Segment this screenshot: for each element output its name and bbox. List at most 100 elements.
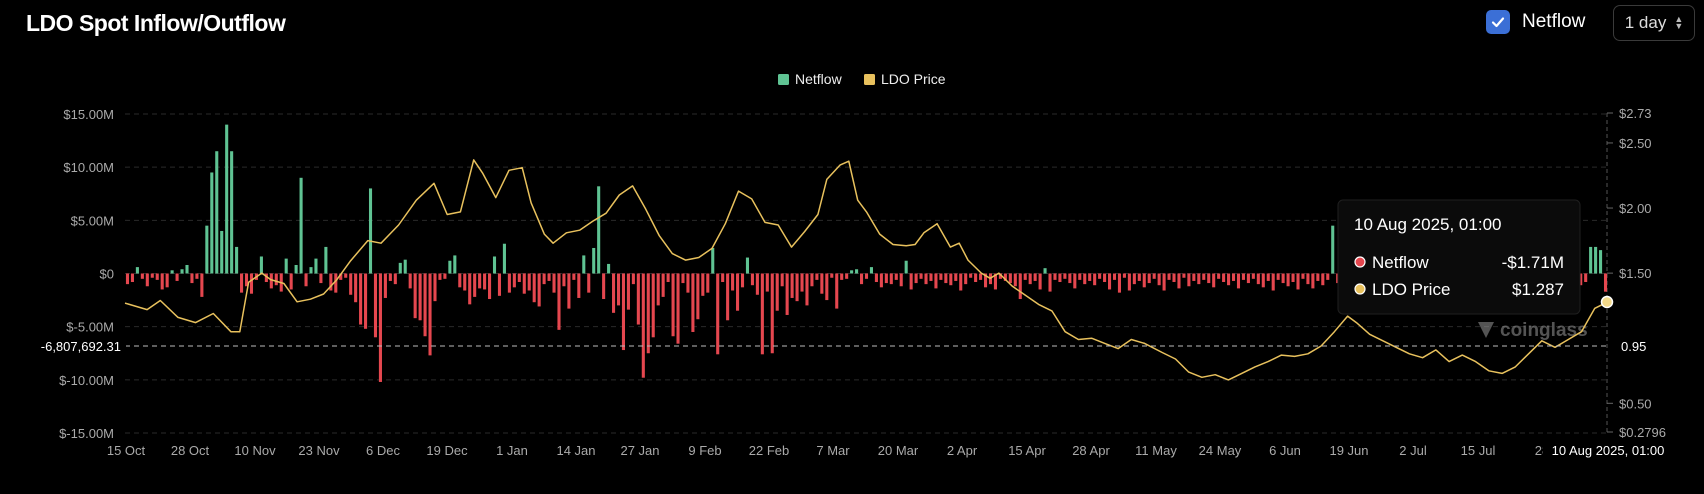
netflow-bar[interactable]	[711, 247, 715, 274]
netflow-bar[interactable]	[855, 269, 859, 274]
netflow-bar[interactable]	[805, 273, 809, 306]
netflow-bar[interactable]	[1068, 273, 1072, 284]
netflow-bar[interactable]	[621, 273, 626, 351]
netflow-bar[interactable]	[1599, 250, 1603, 274]
netflow-bar[interactable]	[1053, 273, 1057, 280]
netflow-bar[interactable]	[1281, 273, 1285, 284]
netflow-bar[interactable]	[701, 273, 705, 296]
netflow-bar[interactable]	[567, 273, 571, 309]
netflow-bar[interactable]	[1142, 273, 1146, 288]
netflow-bar[interactable]	[860, 273, 864, 285]
netflow-bar[interactable]	[864, 273, 869, 279]
netflow-bar[interactable]	[572, 273, 576, 280]
netflow-bar[interactable]	[522, 273, 526, 294]
netflow-bar[interactable]	[274, 273, 278, 286]
netflow-bar[interactable]	[259, 256, 263, 274]
netflow-bar[interactable]	[884, 273, 888, 284]
netflow-bar[interactable]	[1043, 268, 1047, 274]
netflow-bar[interactable]	[636, 273, 640, 325]
netflow-bar[interactable]	[502, 243, 506, 274]
netflow-bar[interactable]	[1227, 273, 1231, 286]
netflow-bar[interactable]	[731, 273, 735, 291]
netflow-bar[interactable]	[1296, 273, 1300, 290]
netflow-bar[interactable]	[1083, 273, 1087, 285]
netflow-bar[interactable]	[210, 172, 214, 274]
netflow-bar[interactable]	[750, 273, 754, 286]
netflow-bar[interactable]	[1117, 273, 1121, 293]
netflow-bar[interactable]	[284, 258, 288, 274]
netflow-bar[interactable]	[408, 273, 412, 289]
netflow-bar[interactable]	[686, 273, 690, 293]
netflow-bar[interactable]	[587, 273, 591, 293]
netflow-bar[interactable]	[1088, 273, 1092, 281]
netflow-bar[interactable]	[135, 267, 139, 274]
netflow-bar[interactable]	[1192, 273, 1196, 281]
netflow-bar[interactable]	[825, 273, 829, 301]
netflow-bar[interactable]	[1261, 273, 1265, 288]
netflow-bar[interactable]	[1132, 273, 1136, 285]
netflow-bar[interactable]	[681, 273, 685, 284]
netflow-bar[interactable]	[602, 273, 606, 300]
netflow-bar[interactable]	[1217, 273, 1221, 279]
netflow-bar[interactable]	[1167, 273, 1171, 280]
netflow-bar[interactable]	[438, 273, 442, 280]
netflow-bar[interactable]	[185, 264, 189, 274]
netflow-bar[interactable]	[359, 273, 363, 325]
netflow-bar[interactable]	[264, 273, 268, 283]
netflow-bar[interactable]	[155, 273, 159, 280]
netflow-bar[interactable]	[220, 230, 224, 274]
netflow-bar[interactable]	[478, 273, 482, 289]
netflow-bar[interactable]	[180, 269, 184, 274]
netflow-bar[interactable]	[344, 273, 348, 278]
netflow-bar[interactable]	[1256, 273, 1260, 285]
netflow-bar[interactable]	[706, 273, 710, 293]
netflow-bar[interactable]	[1162, 273, 1166, 291]
netflow-bar[interactable]	[974, 273, 978, 283]
netflow-bar[interactable]	[443, 273, 447, 279]
netflow-bar[interactable]	[1127, 273, 1131, 291]
netflow-checkbox[interactable]	[1486, 10, 1510, 34]
netflow-bar[interactable]	[403, 259, 407, 274]
netflow-toggle[interactable]: Netflow	[1486, 10, 1585, 34]
netflow-bar[interactable]	[924, 273, 928, 285]
legend[interactable]: Netflow LDO Price	[778, 71, 946, 87]
netflow-bar[interactable]	[840, 273, 844, 280]
netflow-bar[interactable]	[631, 273, 635, 285]
netflow-bar[interactable]	[845, 273, 849, 279]
netflow-bar[interactable]	[125, 273, 130, 285]
netflow-bar[interactable]	[512, 273, 516, 288]
netflow-bar[interactable]	[964, 273, 968, 285]
netflow-bar[interactable]	[765, 273, 769, 292]
netflow-bar[interactable]	[954, 273, 958, 281]
netflow-bar[interactable]	[309, 267, 313, 274]
netflow-bar[interactable]	[1286, 273, 1290, 287]
netflow-bar[interactable]	[314, 258, 318, 274]
netflow-bar[interactable]	[1038, 273, 1042, 290]
netflow-bar[interactable]	[289, 273, 293, 290]
netflow-bar[interactable]	[354, 273, 358, 303]
netflow-bar[interactable]	[1301, 273, 1305, 279]
netflow-bar[interactable]	[1251, 273, 1255, 279]
netflow-bar[interactable]	[428, 273, 432, 356]
netflow-bar[interactable]	[1202, 273, 1206, 280]
netflow-bar[interactable]	[334, 273, 338, 293]
netflow-bar[interactable]	[1048, 273, 1052, 292]
netflow-bar[interactable]	[393, 273, 397, 285]
netflow-bar[interactable]	[1246, 273, 1250, 284]
netflow-bar[interactable]	[497, 273, 502, 296]
netflow-bar[interactable]	[1589, 246, 1593, 274]
netflow-bar[interactable]	[740, 273, 745, 288]
netflow-bar[interactable]	[616, 273, 621, 306]
netflow-bar[interactable]	[1231, 273, 1236, 281]
netflow-bar[interactable]	[140, 273, 144, 279]
netflow-bar[interactable]	[1023, 273, 1027, 280]
netflow-bar[interactable]	[1212, 273, 1216, 288]
netflow-bar[interactable]	[547, 273, 551, 281]
netflow-bar[interactable]	[696, 273, 700, 320]
netflow-bar[interactable]	[879, 273, 883, 288]
netflow-bar[interactable]	[577, 273, 581, 298]
netflow-bar[interactable]	[1291, 273, 1295, 283]
netflow-bar[interactable]	[1306, 273, 1310, 285]
netflow-bar[interactable]	[984, 273, 988, 288]
netflow-bar[interactable]	[294, 264, 298, 274]
